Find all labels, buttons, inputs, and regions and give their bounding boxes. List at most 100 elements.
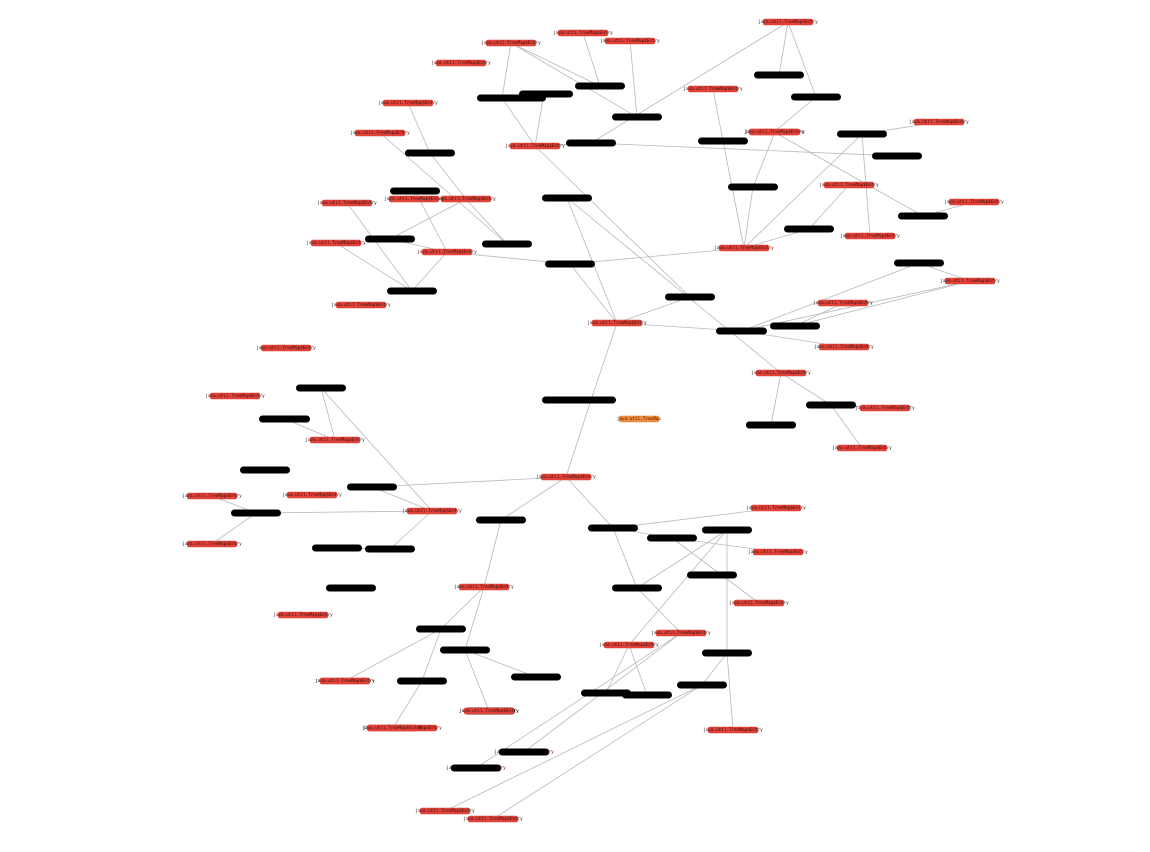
treemap-entry-node[interactable]: java.util.TreeMap$Entry — [940, 278, 1000, 285]
null-leaf-node[interactable] — [496, 95, 546, 102]
null-leaf-node[interactable] — [542, 397, 592, 404]
treemap-entry-node[interactable]: java.util.TreeMap$Entry — [909, 119, 969, 126]
null-leaf-node[interactable] — [894, 260, 944, 267]
treemap-entry-node[interactable]: java.util.TreeMap$Entry — [813, 300, 873, 307]
treemap-entry-node[interactable]: java.util.TreeMap$Entry — [317, 200, 377, 207]
null-leaf-node[interactable] — [326, 585, 376, 592]
null-leaf-node[interactable] — [647, 535, 697, 542]
null-leaf-node[interactable] — [575, 83, 625, 90]
treemap-entry-node[interactable]: java.util.TreeMap$Entry — [402, 508, 462, 515]
treemap-entry-node[interactable]: java.util.TreeMap$Entry — [599, 642, 659, 649]
null-leaf-node[interactable] — [390, 188, 440, 195]
null-leaf-node[interactable] — [476, 517, 526, 524]
treemap-entry-node[interactable]: java.util.TreeMap$Entry — [205, 393, 265, 400]
null-leaf-node[interactable] — [898, 213, 948, 220]
null-leaf-node[interactable] — [542, 195, 592, 202]
treemap-entry-node[interactable]: java.util.TreeMap$Entry — [454, 584, 514, 591]
treemap-entry-node[interactable]: java.util.TreeMap$Entry — [182, 541, 242, 548]
treemap-entry-node[interactable]: java.util.TreeMap$Entry — [751, 370, 811, 377]
treemap-entry-node[interactable]: java.util.TreeMap$Entry — [459, 708, 519, 715]
null-leaf-node[interactable] — [770, 323, 820, 330]
null-leaf-node[interactable] — [754, 72, 804, 79]
treemap-entry-node[interactable]: java.util.TreeMap$Entry — [832, 445, 892, 452]
null-leaf-node[interactable] — [405, 150, 455, 157]
treemap-entry-node[interactable]: java.util.TreeMap$Entry — [840, 233, 900, 240]
null-leaf-node[interactable] — [240, 467, 290, 474]
treemap-entry-node[interactable]: java.util.TreeMap$Entry — [306, 240, 366, 247]
entry-node-label: java.util.TreeMap$Entry — [746, 505, 806, 511]
treemap-entry-node[interactable]: java.util.TreeMap$Entry — [273, 612, 333, 619]
treemap-entry-node[interactable]: java.util.TreeMap$Entry — [587, 320, 647, 327]
null-leaf-node[interactable] — [312, 545, 362, 552]
treemap-entry-node[interactable]: java.util.TreeMap$Entry — [431, 60, 491, 67]
null-leaf-node[interactable] — [716, 328, 766, 335]
null-leaf-node[interactable] — [791, 94, 841, 101]
null-leaf-node[interactable] — [702, 527, 752, 534]
null-leaf-node[interactable] — [612, 585, 662, 592]
treemap-entry-node[interactable]: java.util.TreeMap$Entry — [703, 727, 763, 734]
null-leaf-node[interactable] — [365, 236, 415, 243]
null-leaf-node[interactable] — [665, 294, 715, 301]
null-leaf-node[interactable] — [746, 422, 796, 429]
treemap-entry-node[interactable]: java.util.TreeMap$Entry — [182, 493, 242, 500]
treemap-entry-node[interactable]: java.util.TreeMap$Entry — [505, 143, 565, 150]
treemap-entry-node[interactable]: java.util.TreeMap$Entry — [362, 725, 422, 732]
treemap-entry-node[interactable]: java.util.TreeMap$Entry — [256, 345, 316, 352]
null-leaf-node[interactable] — [511, 674, 561, 681]
null-leaf-node[interactable] — [365, 546, 415, 553]
treemap-entry-node[interactable]: java.util.TreeMap$Entry — [415, 808, 475, 815]
null-leaf-node[interactable] — [784, 226, 834, 233]
treemap-entry-node[interactable]: java.util.TreeMap$Entry — [729, 600, 789, 607]
treemap-entry-node[interactable]: java.util.TreeMap$Entry — [714, 245, 774, 252]
treemap-entry-node[interactable]: java.util.TreeMap$Entry — [331, 302, 391, 309]
treemap-entry-node[interactable]: java.util.TreeMap$Entry — [748, 549, 808, 556]
null-leaf-node[interactable] — [231, 510, 281, 517]
treemap-entry-node[interactable]: java.util.TreeMap$Entry — [417, 249, 477, 256]
treemap-entry-node[interactable]: java.util.TreeMap$Entry — [600, 38, 660, 45]
treemap-entry-node[interactable]: java.util.TreeMap$Entry — [350, 130, 410, 137]
null-leaf-node[interactable] — [687, 572, 737, 579]
null-leaf-node[interactable] — [872, 153, 922, 160]
treemap-entry-node[interactable]: java.util.TreeMap$Entry — [481, 40, 541, 47]
treemap-entry-node[interactable]: java.util.TreeMap$Entry — [744, 129, 804, 136]
treemap-entry-node[interactable]: java.util.TreeMap$Entry — [378, 100, 438, 107]
treemap-entry-node[interactable]: java.util.TreeMap$Entry — [651, 630, 711, 637]
null-leaf-node[interactable] — [259, 416, 309, 423]
treemap-entry-node[interactable]: java.util.TreeMap$Entry — [758, 19, 818, 26]
treemap-entry-node[interactable]: java.util.TreeMap$Entry — [384, 196, 444, 203]
treemap-entry-node[interactable]: java.util.TreeMap$Entry — [282, 492, 342, 499]
treemap-entry-node[interactable]: java.util.TreeMap$Entry — [683, 86, 743, 93]
null-leaf-node[interactable] — [416, 626, 466, 633]
null-leaf-node[interactable] — [622, 692, 672, 699]
treemap-entry-node[interactable]: java.util.TreeMap$Entry — [315, 678, 375, 685]
treemap-entry-node[interactable]: java.util.TreeMap$Entry — [553, 30, 613, 37]
null-leaf-node[interactable] — [545, 261, 595, 268]
treemap-entry-node[interactable]: java.util.TreeMap$Entry — [536, 474, 596, 481]
treemap-root-node[interactable]: java.util.TreeMap — [617, 416, 661, 423]
treemap-entry-node[interactable]: java.util.TreeMap$Entry — [819, 182, 879, 189]
null-leaf-node[interactable] — [296, 385, 346, 392]
null-leaf-node[interactable] — [387, 288, 437, 295]
null-leaf-node[interactable] — [440, 647, 490, 654]
null-leaf-node[interactable] — [566, 140, 616, 147]
null-leaf-node[interactable] — [397, 678, 447, 685]
treemap-entry-node[interactable]: java.util.TreeMap$Entry — [855, 405, 915, 412]
treemap-entry-node[interactable]: java.util.TreeMap$Entry — [463, 816, 523, 823]
null-leaf-node[interactable] — [588, 525, 638, 532]
null-leaf-node[interactable] — [702, 650, 752, 657]
null-leaf-node[interactable] — [482, 241, 532, 248]
null-leaf-node[interactable] — [698, 138, 748, 145]
null-leaf-node[interactable] — [612, 114, 662, 121]
null-leaf-node[interactable] — [728, 184, 778, 191]
null-leaf-node[interactable] — [499, 749, 549, 756]
treemap-entry-node[interactable]: java.util.TreeMap$Entry — [746, 505, 806, 512]
treemap-entry-node[interactable]: java.util.TreeMap$Entry — [305, 437, 365, 444]
null-leaf-node[interactable] — [837, 131, 887, 138]
null-leaf-node[interactable] — [677, 682, 727, 689]
treemap-entry-node[interactable]: java.util.TreeMap$Entry — [944, 199, 1004, 206]
null-leaf-node[interactable] — [451, 765, 501, 772]
null-leaf-node[interactable] — [347, 484, 397, 491]
treemap-entry-node[interactable]: java.util.TreeMap$Entry — [436, 196, 496, 203]
treemap-entry-node[interactable]: java.util.TreeMap$Entry — [814, 344, 874, 351]
null-leaf-node[interactable] — [806, 402, 856, 409]
